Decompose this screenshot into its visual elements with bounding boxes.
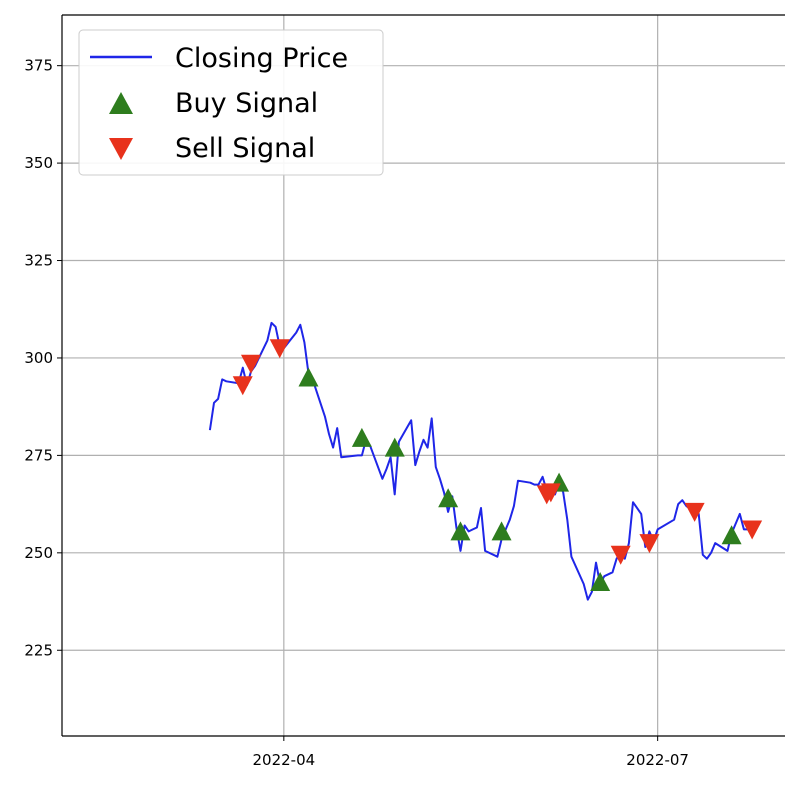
series-line-closing-price	[208, 321, 757, 601]
buy-signal-marker	[298, 367, 319, 387]
y-tick-label-300: 300	[24, 349, 53, 367]
sell-signal-marker	[232, 376, 253, 396]
x-tick-label-2022-07: 2022-07	[626, 751, 689, 769]
legend-buy-marker	[109, 92, 133, 114]
chart-legend: Closing Price Buy Signal Sell Signal	[78, 29, 384, 176]
sell-signal-marker	[540, 483, 561, 503]
buy-signal-marker	[438, 488, 459, 508]
buy-signal-marker	[384, 437, 405, 457]
legend-sell-marker	[109, 138, 133, 160]
axes-frame	[61, 14, 785, 737]
buy-signal-marker	[450, 521, 471, 541]
y-tick-label-225: 225	[24, 641, 53, 659]
y-tick-label-275: 275	[24, 446, 53, 464]
buy-signal-marker	[590, 572, 611, 592]
legend-label-sell-signal: Sell Signal	[175, 133, 315, 164]
sell-signal-marker	[610, 545, 631, 565]
y-tick-label-350: 350	[24, 154, 53, 172]
buy-signal-marker	[491, 521, 512, 541]
y-tick-label-250: 250	[24, 544, 53, 562]
sell-signal-marker	[269, 339, 290, 359]
plot-area	[208, 321, 763, 601]
legend-box	[78, 29, 384, 176]
legend-label-closing-price: Closing Price	[175, 43, 348, 74]
y-tick-label-375: 375	[24, 57, 53, 75]
axis-ticks: 225 250 275 300 325 350 375 2022-04 2022-07	[24, 57, 689, 769]
sell-signal-marker	[240, 354, 261, 374]
sell-signal-marker	[639, 534, 660, 554]
buy-signal-markers	[298, 367, 742, 592]
legend-label-buy-signal: Buy Signal	[175, 88, 318, 119]
sell-signal-markers	[232, 339, 763, 565]
buy-signal-marker	[351, 427, 372, 447]
y-tick-label-325: 325	[24, 252, 53, 270]
buy-signal-marker	[721, 525, 742, 545]
sell-signal-marker	[684, 502, 705, 522]
sell-signal-marker	[742, 520, 763, 540]
x-tick-label-2022-04: 2022-04	[252, 751, 315, 769]
